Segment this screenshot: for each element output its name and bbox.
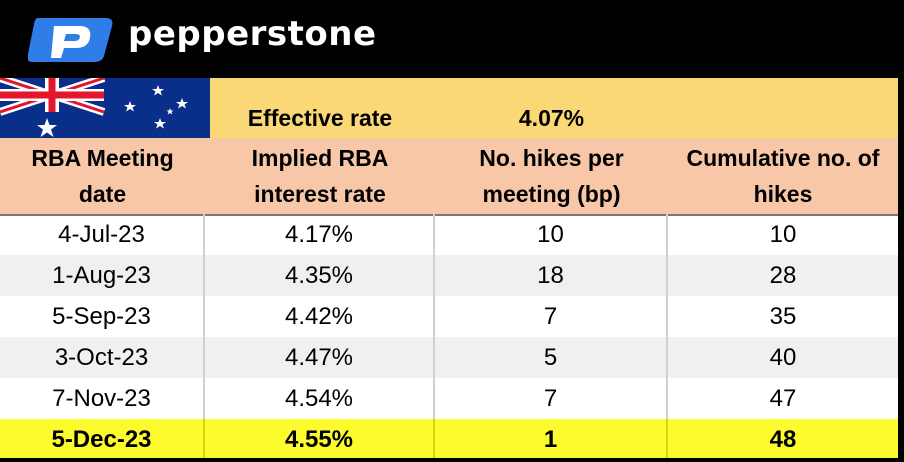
column-header-row: RBA Meeting date Implied RBA interest rate… [0, 138, 898, 216]
brand-name: pepperstone [128, 14, 377, 54]
effective-rate-label: Effective rate [205, 78, 435, 138]
col-hikes-per-meeting: No. hikes per meeting (bp) [479, 145, 624, 207]
cell-rate: 4.42% [205, 296, 435, 337]
cell-date: 5-Sep-23 [0, 296, 205, 337]
cell-date: 3-Oct-23 [0, 337, 205, 378]
effective-rate-value: 4.07% [435, 78, 668, 138]
table-row: 1-Aug-23 4.35% 18 28 [0, 255, 898, 296]
cell-date: 5-Dec-23 [0, 419, 205, 460]
col-cumulative-hikes: Cumulative no. of hikes [686, 145, 880, 207]
brand-header: pepperstone [0, 0, 904, 78]
cell-date: 4-Jul-23 [0, 214, 205, 255]
cell-rate: 4.35% [205, 255, 435, 296]
cell-hikes: 7 [435, 378, 668, 419]
table-row: 4-Jul-23 4.17% 10 10 [0, 214, 898, 255]
cell-rate: 4.47% [205, 337, 435, 378]
table-row: 3-Oct-23 4.47% 5 40 [0, 337, 898, 378]
cell-rate: 4.54% [205, 378, 435, 419]
cell-hikes: 10 [435, 214, 668, 255]
australian-flag-icon [0, 78, 210, 140]
col-implied-rate: Implied RBA interest rate [251, 145, 389, 207]
table-row: 5-Sep-23 4.42% 7 35 [0, 296, 898, 337]
cell-hikes: 1 [435, 419, 668, 460]
table-row: 7-Nov-23 4.54% 7 47 [0, 378, 898, 419]
cell-rate: 4.17% [205, 214, 435, 255]
cell-cumulative: 35 [769, 302, 797, 330]
pepperstone-logo-icon [28, 18, 113, 62]
cell-cumulative: 10 [769, 220, 797, 248]
frame-edge-bottom [0, 458, 904, 462]
col-meeting-date: RBA Meeting date [31, 145, 174, 207]
cell-rate: 4.55% [205, 419, 435, 460]
cell-hikes: 7 [435, 296, 668, 337]
frame-edge-right [898, 0, 904, 462]
cell-cumulative: 28 [769, 261, 797, 289]
cell-cumulative: 40 [769, 343, 797, 371]
cell-hikes: 5 [435, 337, 668, 378]
cell-date: 7-Nov-23 [0, 378, 205, 419]
cell-cumulative: 48 [769, 425, 797, 453]
cell-hikes: 18 [435, 255, 668, 296]
table-row-highlighted: 5-Dec-23 4.55% 1 48 [0, 419, 898, 460]
cell-cumulative: 47 [769, 384, 797, 412]
rba-pricing-table: Effective rate 4.07% RBA Meeting d [0, 78, 898, 462]
cell-date: 1-Aug-23 [0, 255, 205, 296]
effective-rate-row: Effective rate 4.07% [0, 78, 898, 138]
